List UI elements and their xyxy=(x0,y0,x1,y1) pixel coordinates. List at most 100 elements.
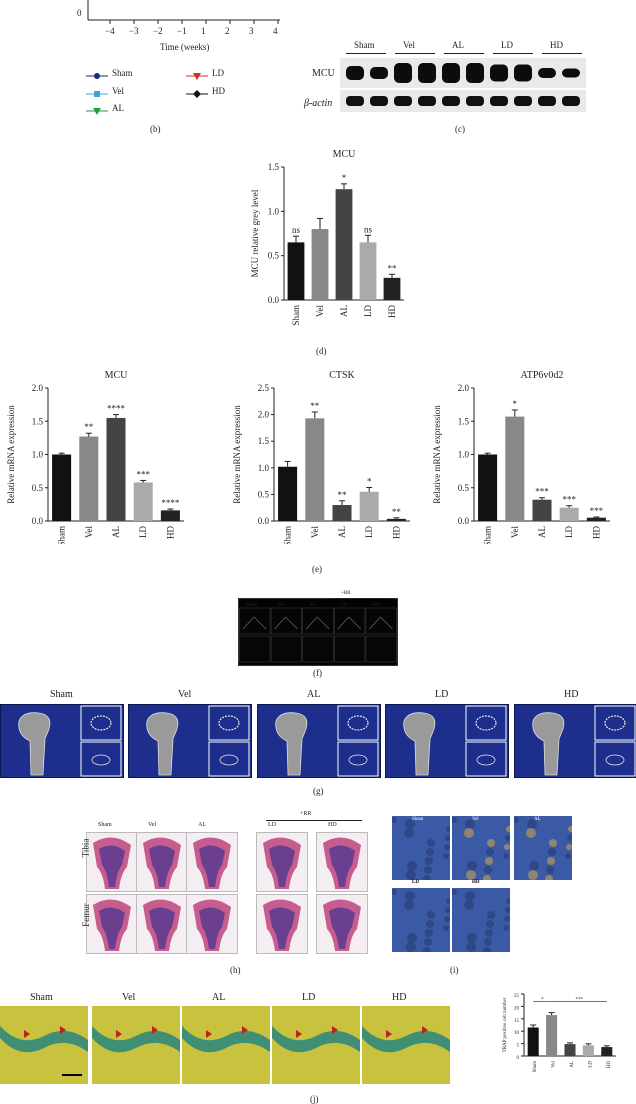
significance-label: *** xyxy=(136,469,150,479)
category-label: AL xyxy=(111,526,121,538)
cell-blob xyxy=(405,819,415,829)
blot-group-underline xyxy=(542,53,582,54)
actin-band xyxy=(490,96,508,106)
femur-render xyxy=(146,712,179,776)
actin-band xyxy=(346,96,364,106)
osteoclast-arrow-icon xyxy=(332,1026,338,1034)
fluorescence-label: HD xyxy=(372,603,380,608)
cell-blob xyxy=(392,889,397,895)
significance-label: *** xyxy=(575,997,583,1002)
y-tick-zero: 0 xyxy=(77,8,82,18)
bar xyxy=(106,417,126,521)
y-axis-label: MCU relative grey level xyxy=(250,189,260,277)
cell-blob xyxy=(548,848,556,856)
x-tick-label: −3 xyxy=(129,26,139,36)
category-label: LD xyxy=(588,1061,593,1068)
femur-section xyxy=(136,894,188,954)
y-tick-label: 1.0 xyxy=(32,450,44,460)
bar xyxy=(582,1045,594,1056)
y-tick-label: 15 xyxy=(514,1019,520,1024)
osteoclast-arrow-icon xyxy=(152,1026,158,1034)
scale-bar xyxy=(62,1074,82,1076)
actin-band xyxy=(370,96,388,106)
femur-render xyxy=(275,712,308,776)
cell-blob xyxy=(404,828,414,838)
cell-blob xyxy=(443,925,449,931)
x-tick-label: −2 xyxy=(153,26,163,36)
microct-panel xyxy=(0,704,124,778)
cell-blob xyxy=(445,907,450,913)
growth-plate xyxy=(182,1026,270,1053)
microct-label: LD xyxy=(435,689,449,700)
significance-label: ns xyxy=(364,224,373,234)
y-tick-label: 1.5 xyxy=(258,436,270,446)
trap-image xyxy=(182,1006,270,1084)
significance-label: ** xyxy=(310,401,320,411)
actin-band xyxy=(466,96,484,106)
cell-blob xyxy=(407,861,417,871)
y-tick-label: 2.5 xyxy=(258,383,270,393)
bone-outline xyxy=(305,616,330,630)
femur-render xyxy=(532,712,565,776)
category-label: Vel xyxy=(310,526,320,538)
y-tick-label: 2.0 xyxy=(458,383,470,393)
femur-section xyxy=(256,894,308,954)
fluorescence-grid xyxy=(238,598,398,666)
trap-label: HD xyxy=(392,992,407,1003)
bar xyxy=(287,242,305,300)
y-tick-label: 1.5 xyxy=(32,416,44,426)
cell-blob xyxy=(503,853,509,859)
osteoclast-arrow-icon xyxy=(206,1030,212,1038)
fluorescence-tile xyxy=(334,635,366,663)
cell-blob xyxy=(452,817,457,823)
cell-blob xyxy=(484,938,492,946)
x-tick-label: −4 xyxy=(105,26,115,36)
x-tick-label: 3 xyxy=(249,26,254,36)
mcu-band xyxy=(466,63,484,83)
trap-label: AL xyxy=(212,992,226,1003)
x-axis-label: Time (weeks) xyxy=(160,42,210,52)
cell-blob xyxy=(504,844,510,850)
cell-blob xyxy=(526,828,536,838)
cell-blob xyxy=(486,920,494,928)
tibia-section xyxy=(86,832,138,892)
y-tick-label: 1.0 xyxy=(268,206,280,216)
tibia-section xyxy=(136,832,188,892)
ihc-label: Sham xyxy=(412,817,424,822)
cell-blob xyxy=(567,835,572,841)
mcu-band xyxy=(562,68,580,78)
actin-blot-image xyxy=(340,90,586,112)
row-label-femur: Femur xyxy=(80,903,91,927)
panel-label-d: (d) xyxy=(316,346,327,356)
microct-panel xyxy=(385,704,509,778)
category-label: Sham xyxy=(533,1061,538,1073)
category-label: Sham xyxy=(291,305,301,326)
bar xyxy=(278,466,298,521)
mcu-band xyxy=(442,63,460,83)
marrow-stain xyxy=(269,845,295,887)
femur-render xyxy=(403,712,436,776)
marrow-stain xyxy=(329,845,355,887)
rr-label: +RR xyxy=(341,591,351,596)
osteoclast-arrow-icon xyxy=(242,1026,248,1034)
histology-label: Sham xyxy=(98,822,112,828)
bar xyxy=(383,277,401,300)
cell-blob xyxy=(546,866,554,874)
significance-label: ns xyxy=(292,225,301,235)
category-label: LD xyxy=(363,305,373,317)
cell-blob xyxy=(545,875,553,880)
blot-group-label: Vel xyxy=(403,40,415,50)
actin-band xyxy=(418,96,436,106)
marrow-stain xyxy=(269,907,295,949)
bar xyxy=(527,1027,539,1056)
significance-label: * xyxy=(342,173,347,183)
category-label: LD xyxy=(564,526,574,538)
category-label: Vel xyxy=(315,305,325,317)
y-tick-label: 20 xyxy=(514,1006,520,1011)
y-tick-label: 1.5 xyxy=(458,416,470,426)
y-axis-label: Relative mRNA expression xyxy=(6,405,16,504)
significance-label: *** xyxy=(535,487,549,497)
category-label: Vel xyxy=(84,526,94,538)
cortical-section xyxy=(80,741,122,777)
significance-label: ** xyxy=(84,422,94,432)
